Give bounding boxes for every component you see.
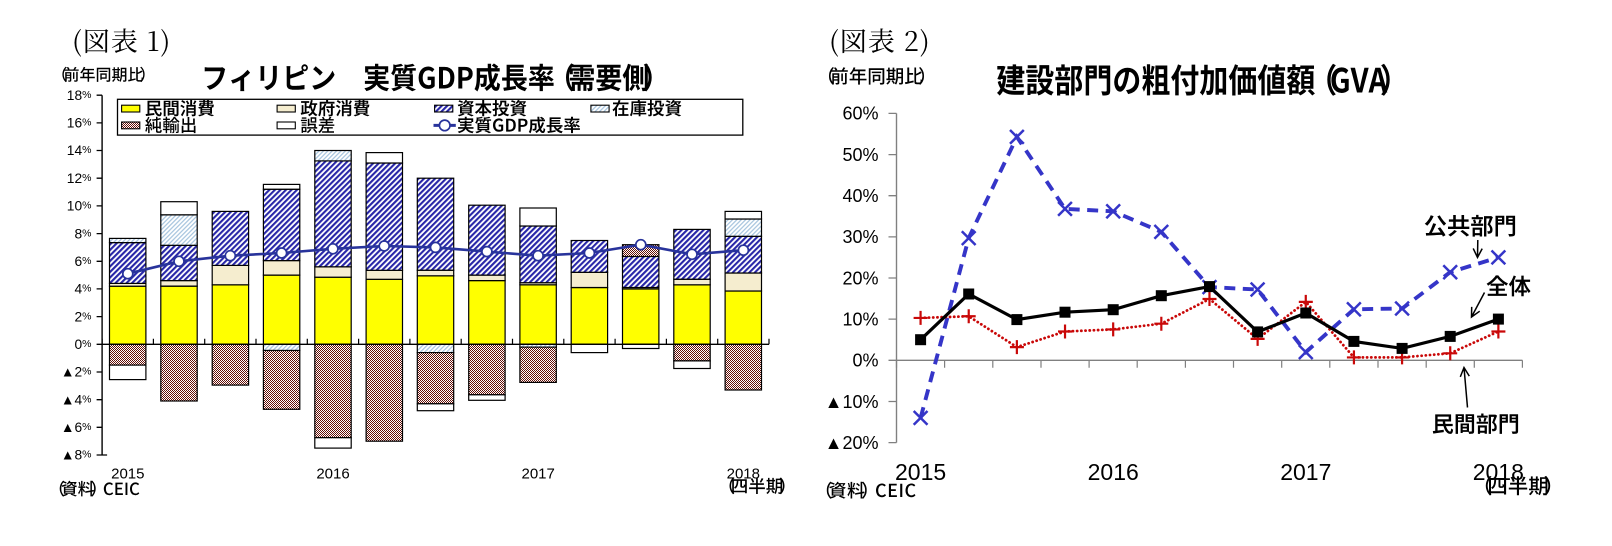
svg-text:16%: 16%	[67, 116, 92, 131]
svg-text:2018: 2018	[1473, 459, 1524, 485]
svg-text:▲6%: ▲6%	[61, 420, 92, 435]
svg-text:0%: 0%	[852, 351, 878, 371]
svg-text:10%: 10%	[842, 309, 878, 329]
svg-text:2017: 2017	[1280, 459, 1331, 485]
svg-text:6%: 6%	[74, 254, 91, 269]
svg-text:▲4%: ▲4%	[61, 392, 92, 407]
svg-text:50%: 50%	[842, 145, 878, 165]
svg-text:30%: 30%	[842, 227, 878, 247]
svg-text:40%: 40%	[842, 186, 878, 206]
svg-text:0%: 0%	[74, 337, 91, 352]
svg-text:8%: 8%	[74, 226, 91, 241]
svg-text:10%: 10%	[67, 199, 92, 214]
svg-text:2015: 2015	[895, 459, 946, 485]
svg-text:▲20%: ▲20%	[825, 433, 879, 453]
svg-text:2018: 2018	[727, 465, 760, 482]
svg-text:2015: 2015	[111, 465, 144, 482]
svg-text:▲2%: ▲2%	[61, 365, 92, 380]
svg-text:4%: 4%	[74, 282, 91, 297]
svg-text:12%: 12%	[67, 171, 92, 186]
svg-text:60%: 60%	[842, 104, 878, 124]
svg-text:2016: 2016	[316, 465, 349, 482]
svg-text:2%: 2%	[74, 309, 91, 324]
svg-text:14%: 14%	[67, 143, 92, 158]
svg-text:18%: 18%	[67, 88, 92, 103]
svg-text:▲10%: ▲10%	[825, 392, 879, 412]
svg-text:▲8%: ▲8%	[61, 448, 92, 463]
svg-text:20%: 20%	[842, 268, 878, 288]
svg-text:2016: 2016	[1088, 459, 1139, 485]
svg-text:2017: 2017	[522, 465, 555, 482]
